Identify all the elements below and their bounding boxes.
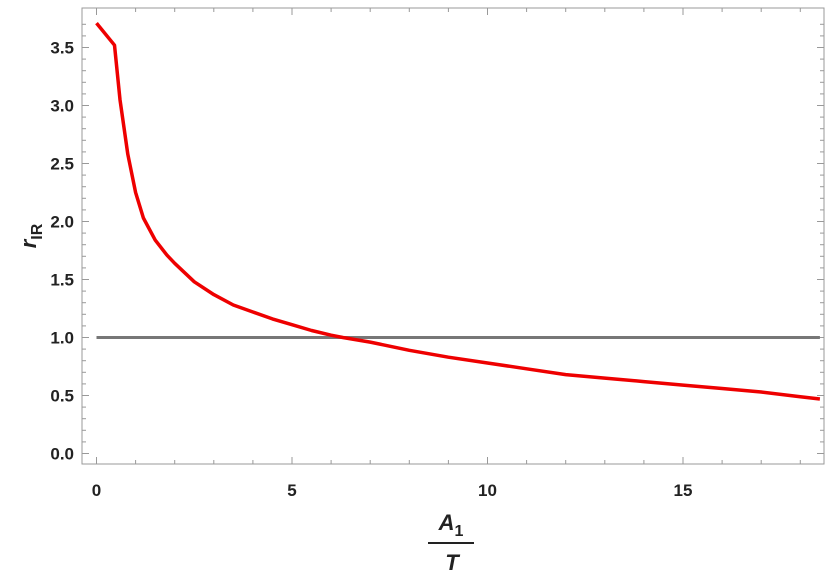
x-axis-label-numerator-sub: 1	[454, 523, 463, 540]
x-axis-label-denominator: T	[445, 550, 460, 575]
y-tick-label: 0.0	[50, 445, 74, 464]
y-axis-label: rIR	[16, 223, 46, 248]
y-tick-label: 2.0	[50, 213, 74, 232]
y-tick-label: 3.0	[50, 97, 74, 116]
x-axis-label-numerator: A1	[438, 510, 464, 540]
tick-marks	[82, 8, 824, 464]
y-tick-label: 1.5	[50, 271, 74, 290]
plot-frame	[81, 7, 825, 465]
series-lines	[95, 21, 821, 401]
y-axis-label-base: r	[16, 238, 41, 248]
x-axis-label-numerator-base: A	[438, 510, 455, 535]
y-tick-label: 0.5	[50, 387, 74, 406]
x-axis-label: A1 T	[428, 510, 474, 575]
x-tick-label: 5	[287, 481, 296, 500]
tick-labels: 0 5 10 15 0.0 0.5 1.0 1.5 2.0 2.5 3.0 3.5	[50, 39, 692, 501]
y-tick-label: 3.5	[50, 39, 74, 58]
y-tick-label: 2.5	[50, 155, 74, 174]
y-axis-label-sub: IR	[29, 223, 46, 239]
y-tick-label: 1.0	[50, 329, 74, 348]
x-tick-label: 15	[674, 481, 693, 500]
x-tick-label: 10	[478, 481, 497, 500]
x-tick-label: 0	[92, 481, 101, 500]
series-line-curve	[95, 21, 821, 401]
